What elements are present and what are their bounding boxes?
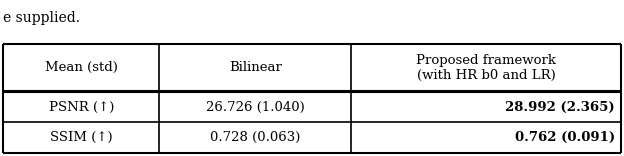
Text: 28.992 (2.365): 28.992 (2.365) — [505, 100, 615, 114]
Text: 0.728 (0.063): 0.728 (0.063) — [210, 131, 300, 144]
Text: 26.726 (1.040): 26.726 (1.040) — [206, 100, 305, 114]
Text: 0.762 (0.091): 0.762 (0.091) — [515, 131, 615, 144]
Text: Mean (std): Mean (std) — [45, 61, 118, 74]
Text: Bilinear: Bilinear — [229, 61, 281, 74]
Text: Proposed framework
(with HR b0 and LR): Proposed framework (with HR b0 and LR) — [416, 54, 556, 82]
Text: PSNR (↑): PSNR (↑) — [49, 100, 114, 114]
Text: SSIM (↑): SSIM (↑) — [50, 131, 112, 144]
Text: e supplied.: e supplied. — [3, 11, 80, 25]
